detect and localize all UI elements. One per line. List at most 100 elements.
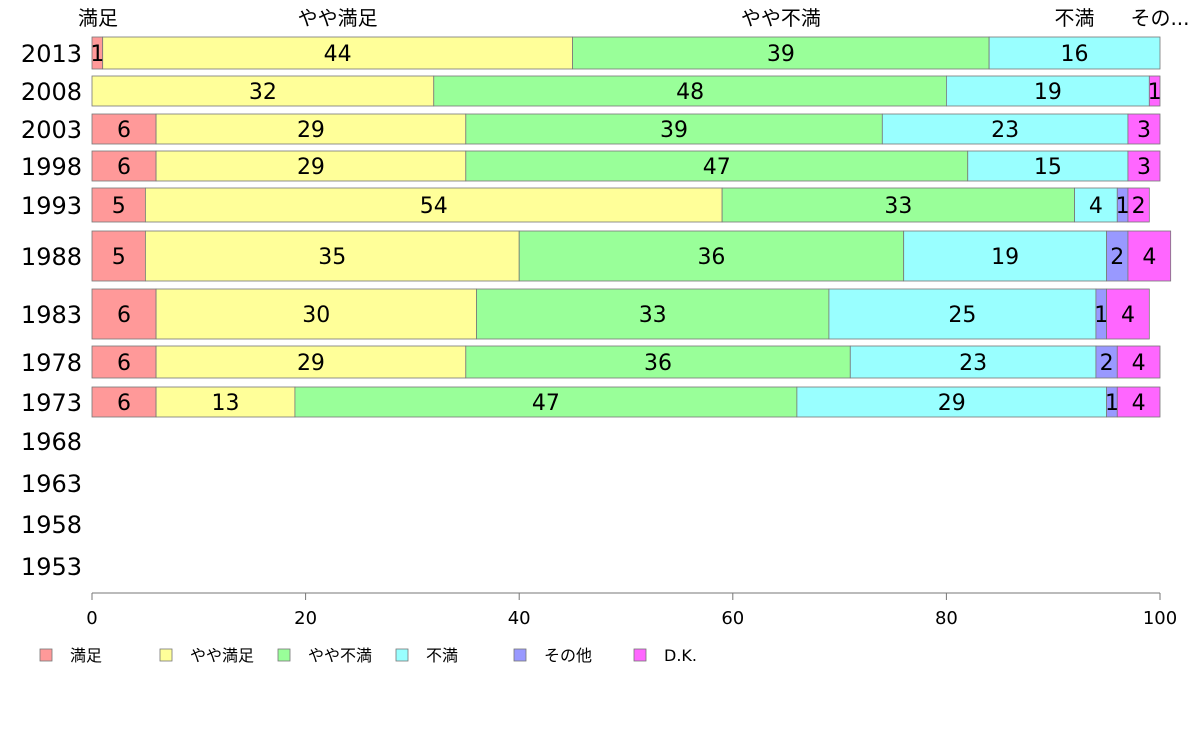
bar-segment (155, 113, 467, 145)
bar-segment (721, 187, 1075, 223)
bar-value-label: 6 (117, 391, 131, 416)
bar-value-label: 2 (1110, 245, 1124, 270)
bar-segment (1127, 113, 1161, 145)
bar-value-label: 33 (884, 194, 912, 219)
bar-value-label: 25 (948, 303, 976, 328)
bar-segment (1116, 345, 1161, 379)
year-label: 1958 (21, 511, 82, 539)
bar-value-label: 1 (1116, 194, 1130, 219)
bar-value-label: 48 (676, 80, 704, 105)
legend-label: その他 (544, 646, 592, 665)
bar-segment (796, 386, 1108, 418)
bar-value-label: 4 (1132, 391, 1146, 416)
bar-value-label: 33 (639, 303, 667, 328)
bar-value-label: 44 (324, 42, 352, 67)
year-label: 1983 (21, 301, 82, 329)
bar-segment (1148, 75, 1161, 107)
year-label: 1978 (21, 349, 82, 377)
bar-segment (144, 230, 520, 282)
bar-segment (91, 288, 157, 340)
legend-label: D.K. (664, 646, 697, 665)
bar-value-label: 36 (644, 351, 672, 376)
legend-label: 不満 (426, 646, 458, 665)
bar-value-label: 19 (1034, 80, 1062, 105)
bar-segment (572, 36, 990, 70)
top-category-label: 不満 (1055, 6, 1095, 30)
bar-value-label: 23 (959, 351, 987, 376)
bar-segment (849, 345, 1097, 379)
bar-value-label: 1 (1105, 391, 1119, 416)
bar-segment (1106, 288, 1150, 340)
legend-swatch (513, 648, 527, 662)
bar-value-label: 47 (532, 391, 560, 416)
bar-value-label: 47 (703, 155, 731, 180)
bar-value-label: 13 (212, 391, 240, 416)
x-tick-label: 20 (294, 608, 317, 629)
bar-value-label: 29 (938, 391, 966, 416)
bar-segment (155, 288, 477, 340)
bar-segment (91, 187, 146, 223)
x-tick-label: 0 (86, 608, 97, 629)
bar-value-label: 19 (991, 245, 1019, 270)
bar-value-label: 32 (249, 80, 277, 105)
year-label: 1973 (21, 389, 82, 417)
legend-swatch (277, 648, 291, 662)
bar-value-label: 6 (117, 351, 131, 376)
bar-value-label: 6 (117, 155, 131, 180)
bar-segment (91, 230, 146, 282)
bar-value-label: 29 (297, 155, 325, 180)
x-tick-label: 80 (935, 608, 958, 629)
year-label: 1988 (21, 243, 82, 271)
bar-segment (1074, 187, 1118, 223)
bar-value-label: 6 (117, 303, 131, 328)
bar-value-label: 4 (1121, 303, 1135, 328)
bar-value-label: 1 (90, 42, 104, 67)
bar-value-label: 39 (767, 42, 795, 67)
bar-value-label: 30 (302, 303, 330, 328)
legend-swatch (395, 648, 409, 662)
top-category-label: 満足 (78, 6, 118, 30)
bar-segment (465, 345, 851, 379)
bar-segment (155, 345, 467, 379)
bar-value-label: 4 (1089, 194, 1103, 219)
bar-value-label: 29 (297, 351, 325, 376)
bar-segment (967, 150, 1129, 182)
legend-swatch (159, 648, 173, 662)
bar-segment (144, 187, 723, 223)
bar-segment (91, 113, 157, 145)
bar-value-label: 5 (112, 194, 126, 219)
bar-value-label: 16 (1061, 42, 1089, 67)
bar-value-label: 23 (991, 118, 1019, 143)
bar-value-label: 6 (117, 118, 131, 143)
x-tick-label: 40 (508, 608, 531, 629)
bar-segment (465, 113, 883, 145)
x-tick-label: 100 (1143, 608, 1177, 629)
bar-value-label: 1 (1094, 303, 1108, 328)
bar-value-label: 3 (1137, 155, 1151, 180)
bar-segment (294, 386, 798, 418)
bar-segment (91, 150, 157, 182)
bar-segment (1127, 230, 1172, 282)
year-label: 2003 (21, 116, 82, 144)
bar-segment (1127, 187, 1150, 223)
bar-segment (1127, 150, 1161, 182)
top-category-label: やや不満 (741, 6, 821, 30)
bar-segment (465, 150, 969, 182)
x-tick-label: 60 (721, 608, 744, 629)
legend-label: やや満足 (190, 646, 254, 665)
legend-swatch (633, 648, 647, 662)
bar-segment (155, 386, 296, 418)
bar-segment (946, 75, 1150, 107)
bar-value-label: 54 (420, 194, 448, 219)
year-label: 2008 (21, 78, 82, 106)
top-category-label: やや満足 (298, 6, 378, 30)
year-label: 1993 (21, 192, 82, 220)
bar-segment (433, 75, 947, 107)
bar-value-label: 1 (1148, 80, 1162, 105)
bar-value-label: 5 (112, 245, 126, 270)
bar-value-label: 4 (1132, 351, 1146, 376)
year-label: 1953 (21, 553, 82, 581)
top-category-label: その... (1130, 6, 1188, 30)
bar-segment (828, 288, 1097, 340)
